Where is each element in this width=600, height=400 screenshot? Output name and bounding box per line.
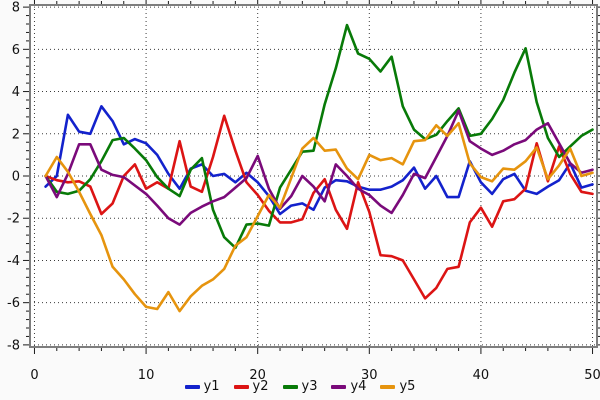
y-tick-label: 4	[12, 85, 20, 100]
x-tick-label: 50	[584, 368, 600, 383]
y-tick-label: 0	[12, 170, 20, 185]
x-tick-label: 0	[30, 368, 38, 383]
y-tick-label: 8	[12, 1, 20, 16]
series-line-y3	[44, 23, 594, 250]
y-tick-label: 2	[12, 127, 20, 142]
y-tick-label: -4	[7, 254, 20, 269]
series-line-y5	[44, 121, 594, 313]
x-tick-label: 40	[473, 368, 490, 383]
plot-frame	[29, 4, 598, 348]
series-line-y1	[44, 105, 594, 216]
x-tick-label: 10	[138, 368, 155, 383]
series-line-y4	[44, 109, 594, 226]
y-tick-label: -6	[7, 296, 20, 311]
x-tick-label: 30	[361, 368, 378, 383]
y-tick-label: -2	[7, 212, 20, 227]
series-line-y2	[44, 114, 594, 300]
x-tick-label: 20	[249, 368, 266, 383]
y-tick-label: -8	[7, 338, 20, 353]
y-tick-label: 6	[12, 43, 20, 58]
